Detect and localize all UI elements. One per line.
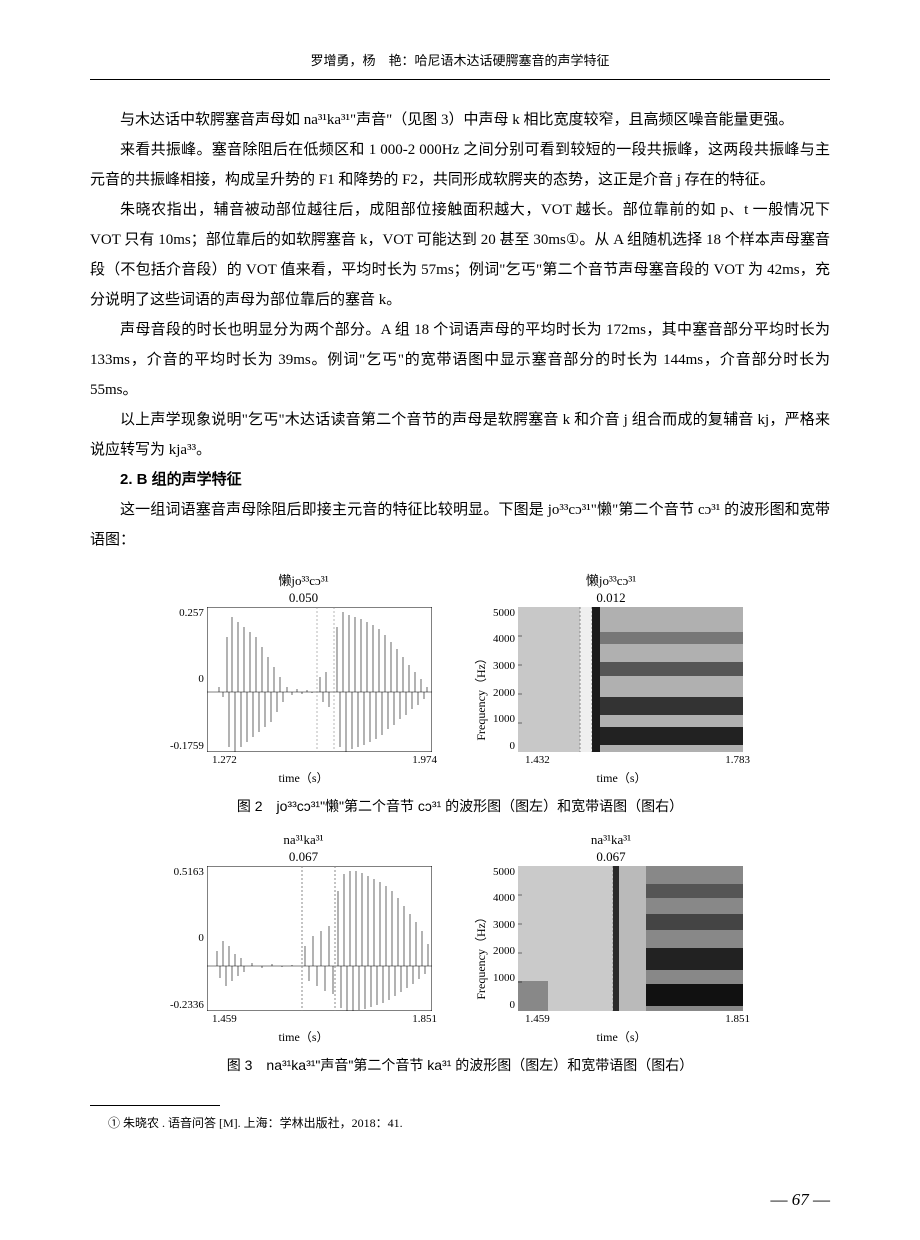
- paragraph-3: 朱晓农指出，辅音被动部位越往后，成阻部位接触面积越大，VOT 越长。部位靠前的如…: [90, 195, 830, 315]
- footnote-1: ① 朱晓农 . 语音问答 [M]. 上海：学林出版社，2018：41.: [90, 1114, 830, 1133]
- fig2-caption: 图 2 jo³³cɔ³¹"懒"第二个音节 cɔ³¹ 的波形图（图左）和宽带语图（…: [90, 796, 830, 816]
- page-header: 罗增勇，杨 艳：哈尼语木达话硬腭塞音的声学特征: [90, 50, 830, 69]
- paragraph-2: 来看共振峰。塞音除阻后在低频区和 1 000-2 000Hz 之间分别可看到较短…: [90, 135, 830, 195]
- fig2-right-yticks: 5000 4000 3000 2000 1000 0: [493, 607, 518, 752]
- fig2-left-title1: 懒jo³³cɔ³¹: [278, 573, 328, 590]
- fig3-left-title1: na³¹ka³¹: [283, 832, 323, 849]
- fig2-left-yticks: 0.257 0 -0.1759: [170, 607, 207, 752]
- paragraph-4: 声母音段的时长也明显分为两个部分。A 组 18 个词语声母的平均时长为 172m…: [90, 315, 830, 405]
- fig3-right-title2: 0.067: [596, 849, 625, 866]
- fig2-waveform-chart: [207, 607, 432, 752]
- fig2-right-xlabel: time（s）: [493, 769, 750, 786]
- fig3-left-panel: na³¹ka³¹ 0.067 0.5163 0 -0.2336: [170, 832, 437, 1045]
- fig3-left-xlabel: time（s）: [170, 1028, 437, 1045]
- fig3-left-xticks: 1.459 1.851: [212, 1011, 437, 1025]
- figure-2-row: 懒jo³³cɔ³¹ 0.050 0.257 0 -0.1759: [90, 573, 830, 786]
- fig3-caption: 图 3 na³¹ka³¹"声音"第二个音节 ka³¹ 的波形图（图左）和宽带语图…: [90, 1055, 830, 1075]
- figures-container: 懒jo³³cɔ³¹ 0.050 0.257 0 -0.1759: [90, 573, 830, 1075]
- page-number: 67: [771, 1190, 831, 1210]
- fig3-left-yticks: 0.5163 0 -0.2336: [170, 866, 207, 1011]
- section-title: 2. B 组的声学特征: [90, 465, 830, 495]
- fig2-left-panel: 懒jo³³cɔ³¹ 0.050 0.257 0 -0.1759: [170, 573, 437, 786]
- fig2-spectrogram-chart: [518, 607, 743, 752]
- fig3-right-panel: na³¹ka³¹ 0.067 Frequency（Hz） 5000 4000 3…: [472, 832, 750, 1045]
- fig2-left-xticks: 1.272 1.974: [212, 752, 437, 766]
- footnote-separator: [90, 1105, 220, 1106]
- paragraph-6: 这一组词语塞音声母除阻后即接主元音的特征比较明显。下图是 jo³³cɔ³¹"懒"…: [90, 495, 830, 555]
- fig2-left-xlabel: time（s）: [170, 769, 437, 786]
- fig3-waveform-chart: [207, 866, 432, 1011]
- fig3-spectrogram-chart: [518, 866, 743, 1011]
- figure-3-row: na³¹ka³¹ 0.067 0.5163 0 -0.2336: [90, 832, 830, 1045]
- fig2-left-title2: 0.050: [289, 590, 318, 607]
- paragraph-5: 以上声学现象说明"乞丐"木达话读音第二个音节的声母是软腭塞音 k 和介音 j 组…: [90, 405, 830, 465]
- fig3-left-title2: 0.067: [289, 849, 318, 866]
- fig3-right-yticks: 5000 4000 3000 2000 1000 0: [493, 866, 518, 1011]
- fig2-right-xticks: 1.432 1.783: [525, 752, 750, 766]
- fig2-right-title2: 0.012: [596, 590, 625, 607]
- fig3-right-xlabel: time（s）: [493, 1028, 750, 1045]
- paragraph-1: 与木达话中软腭塞音声母如 na³¹ka³¹"声音"（见图 3）中声母 k 相比宽…: [90, 105, 830, 135]
- header-rule: [90, 79, 830, 80]
- fig3-right-xticks: 1.459 1.851: [525, 1011, 750, 1025]
- fig3-right-title1: na³¹ka³¹: [591, 832, 631, 849]
- fig3-right-ylabel: Frequency（Hz）: [472, 911, 489, 1000]
- fig2-right-ylabel: Frequency（Hz）: [472, 652, 489, 741]
- fig2-right-panel: 懒jo³³cɔ³¹ 0.012 Frequency（Hz） 5000 4000 …: [472, 573, 750, 786]
- fig2-right-title1: 懒jo³³cɔ³¹: [586, 573, 636, 590]
